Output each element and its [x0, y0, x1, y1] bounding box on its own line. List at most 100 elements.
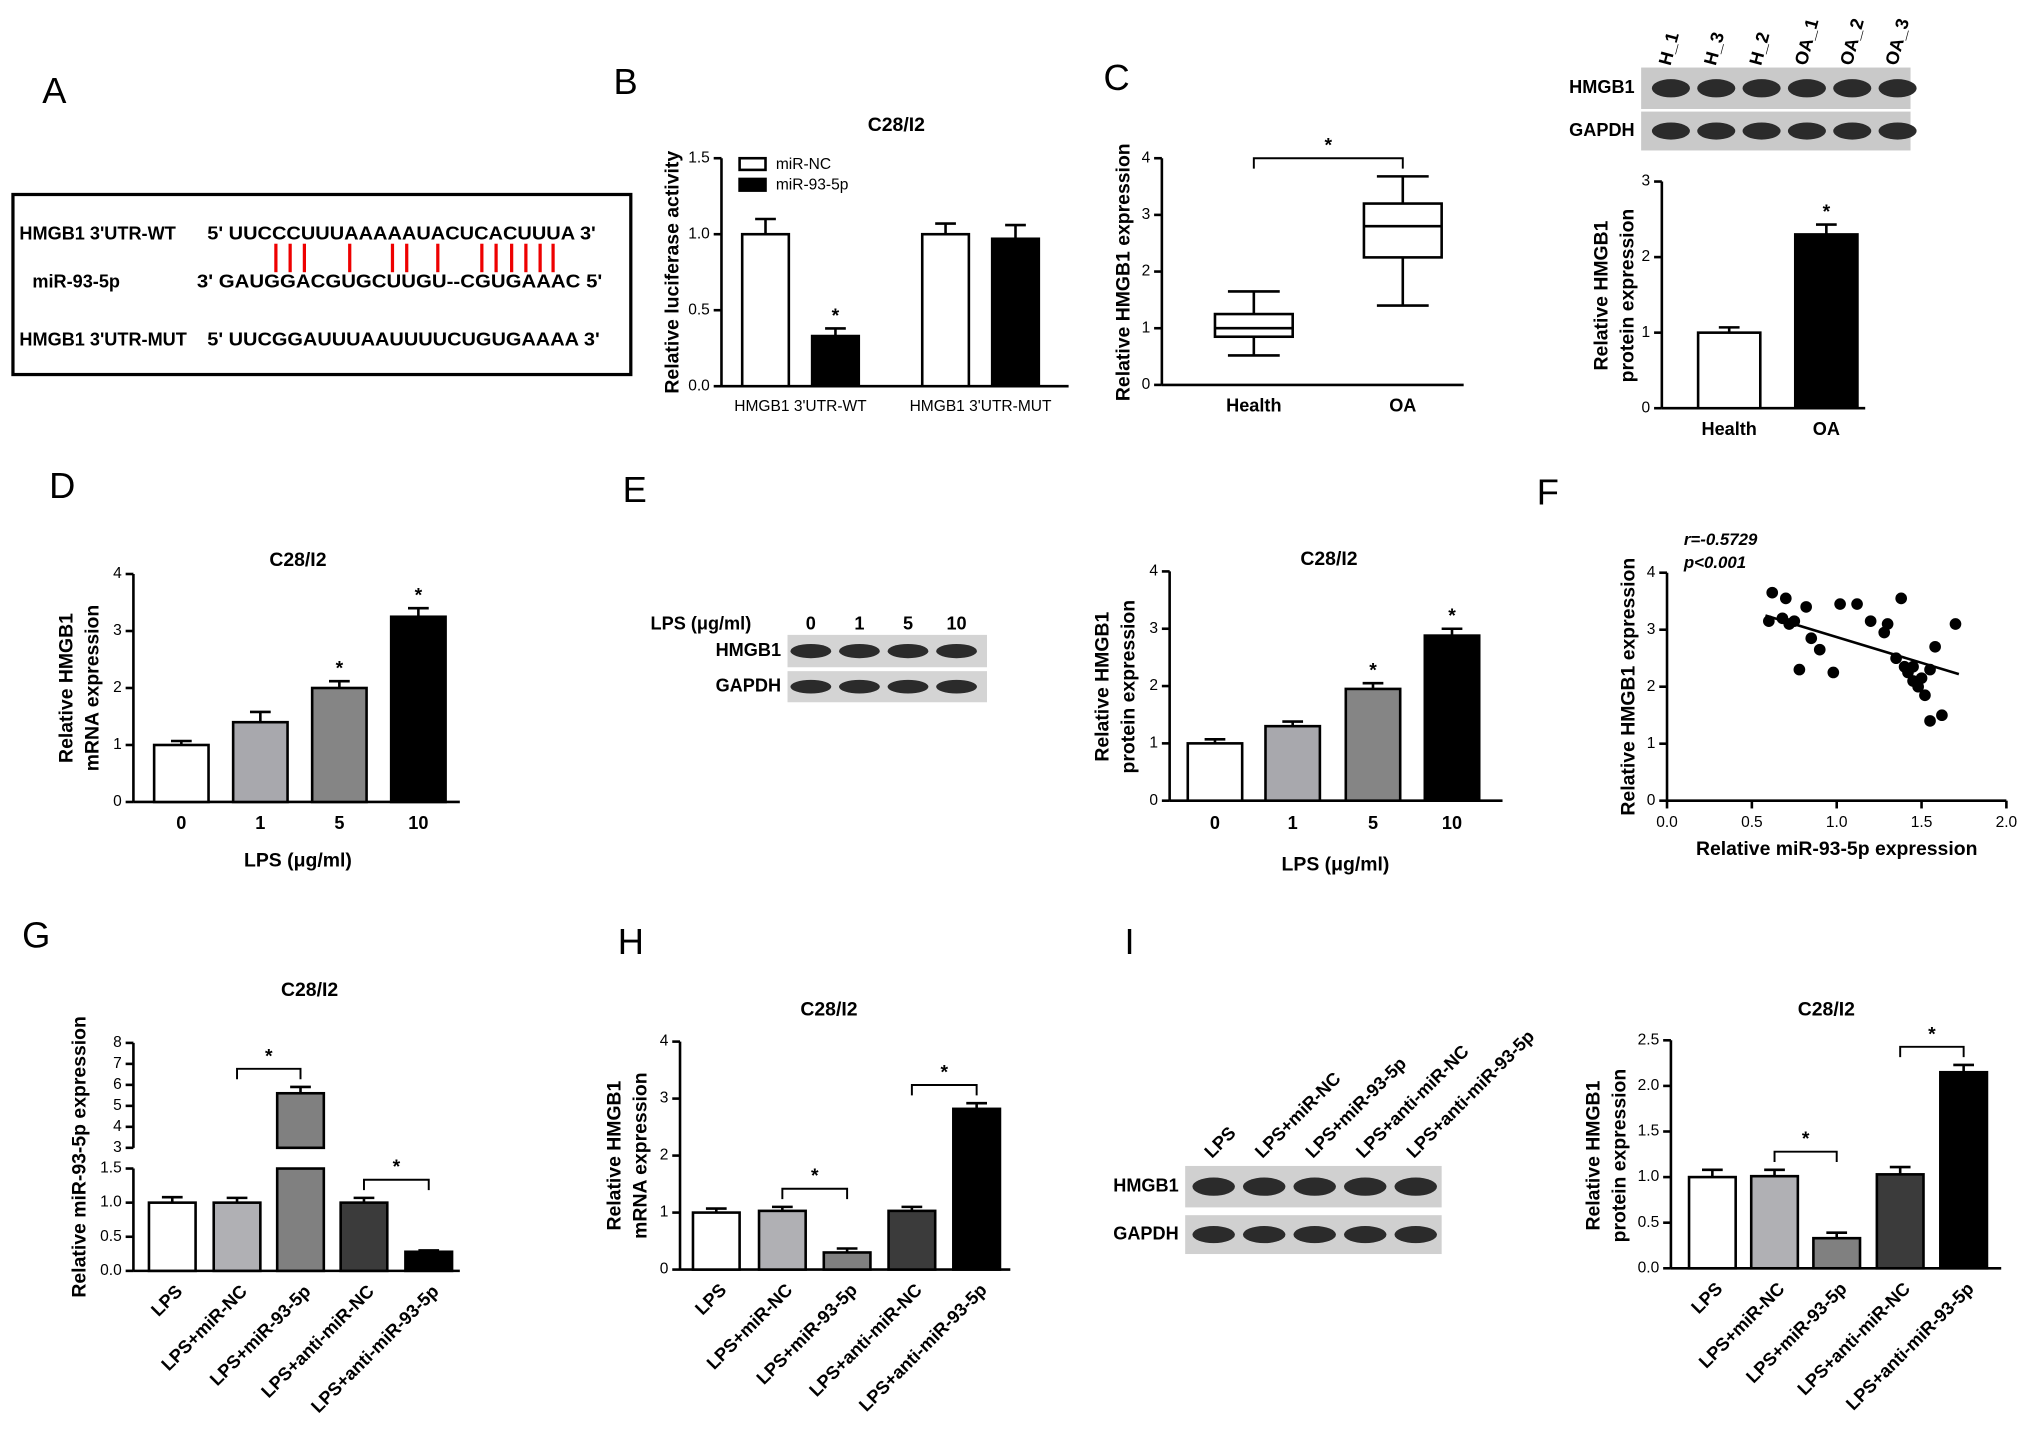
band [1697, 79, 1736, 98]
annotation: p<0.001 [1683, 553, 1746, 572]
bar [147, 1201, 197, 1273]
bar [990, 237, 1041, 388]
y-tick-label: 4 [660, 1033, 669, 1050]
significance: * [1823, 201, 1831, 223]
point [1851, 598, 1863, 610]
bar [757, 1209, 807, 1271]
y-axis-label: Relative HMGB1 [55, 613, 77, 763]
y-axis-label: Relative HMGB1 [603, 1080, 625, 1230]
y-tick-label: 3 [660, 1090, 669, 1107]
band [936, 643, 977, 659]
error-bar [170, 739, 192, 745]
bar [1696, 331, 1762, 410]
panel-label: H [618, 921, 644, 962]
y-axis-label: Relative HMGB1 [1590, 220, 1612, 370]
band [1787, 122, 1826, 140]
x-tick-label: OA [1389, 396, 1416, 416]
x-tick-label: LPS+anti-miR-NC [257, 1281, 378, 1402]
y-tick-label: 3 [113, 622, 122, 639]
lane-label: OA_2 [1836, 16, 1868, 67]
bracket [781, 1187, 849, 1200]
x-tick-label: LPS+anti-miR-93-5p [855, 1280, 991, 1416]
band [1787, 79, 1826, 98]
y-tick-label: 0.0 [1638, 1259, 1660, 1276]
panel-label: E [623, 469, 647, 510]
y-axis-label: Relative HMGB1 expression [1618, 558, 1640, 816]
sequence-label: miR-93-5p [32, 271, 120, 291]
y-tick-label: 2 [1142, 263, 1151, 280]
x-tick-label: LPS [1687, 1278, 1726, 1317]
x-tick-label: 0 [1210, 813, 1220, 833]
lane-label: 10 [946, 613, 966, 633]
x-tick-label: 1 [1288, 813, 1298, 833]
error-bar [249, 710, 271, 723]
point [1924, 715, 1936, 727]
y-tick-label: 1 [113, 736, 122, 753]
bar [275, 1167, 326, 1273]
bar [691, 1211, 741, 1271]
y-axis-label: mRNA expression [81, 605, 103, 771]
error-bar [771, 1205, 793, 1211]
chart-title: C28/I2 [1300, 548, 1357, 570]
chart-title: C28/I2 [281, 979, 338, 1001]
y-tick-label: 1 [1647, 735, 1656, 752]
y-tick-label: 4 [1149, 563, 1158, 580]
error-bar [755, 217, 776, 235]
band [1651, 122, 1690, 140]
lane-label: H_2 [1746, 30, 1774, 67]
pairing-lines [274, 243, 555, 273]
point [1834, 598, 1846, 610]
error-bar [1889, 1165, 1911, 1175]
bracket [1899, 1045, 1965, 1058]
y-tick-label: 1.5 [1638, 1123, 1660, 1140]
significance: * [415, 585, 423, 607]
band [1242, 1177, 1286, 1196]
y-tick-label: 1 [1149, 734, 1158, 751]
y-tick-label: 3 [1142, 206, 1151, 223]
bar [887, 1209, 937, 1271]
bar [740, 232, 791, 388]
y-tick-label: 1.0 [688, 225, 710, 242]
band [1394, 1177, 1437, 1196]
point [1800, 601, 1812, 613]
error-bar [705, 1207, 727, 1213]
panel-label: F [1537, 472, 1559, 513]
y-tick-label: 1.0 [1638, 1168, 1660, 1185]
significance: * [336, 658, 344, 680]
lane-label: H_1 [1655, 30, 1683, 67]
y-tick-label: 0 [113, 793, 122, 810]
band [1833, 122, 1872, 140]
error-bar [1953, 1063, 1975, 1073]
x-tick-label: 10 [1442, 813, 1462, 833]
significance: * [393, 1156, 401, 1178]
point [1915, 672, 1928, 684]
y-tick-label: 1.5 [100, 1160, 122, 1177]
y-axis-label: Relative HMGB1 [1092, 612, 1114, 762]
x-tick-label: 5 [1368, 813, 1378, 833]
y-tick-label: 3 [113, 1139, 122, 1156]
band [1344, 1226, 1387, 1244]
bracket [1773, 1150, 1838, 1163]
band [1697, 122, 1736, 140]
error-bar [836, 1247, 858, 1253]
bar [212, 1201, 262, 1273]
x-tick-label: 1.5 [1911, 814, 1933, 831]
x-tick-label: Health [1701, 419, 1756, 439]
y-tick-label: 1 [1642, 324, 1651, 341]
x-tick-label: HMGB1 3'UTR-MUT [910, 398, 1052, 415]
lane-label: H_3 [1700, 30, 1728, 67]
y-tick-label: 6 [113, 1076, 122, 1093]
bracket [363, 1178, 430, 1191]
x-tick-label: LPS+anti-miR-93-5p [307, 1281, 443, 1417]
blot-row-label: GAPDH [716, 675, 781, 695]
lane-label: 5 [903, 613, 913, 633]
error-bar [418, 1249, 440, 1252]
y-tick-label: 0.0 [100, 1262, 122, 1279]
y-tick-label: 0.5 [688, 301, 710, 318]
panel-label: I [1124, 921, 1134, 962]
y-tick-label: 4 [113, 1118, 122, 1135]
x-tick-label: Health [1226, 396, 1281, 416]
error-bar [353, 1196, 375, 1203]
x-tick-label: LPS+anti-miR-NC [1794, 1278, 1915, 1399]
band [790, 679, 832, 694]
